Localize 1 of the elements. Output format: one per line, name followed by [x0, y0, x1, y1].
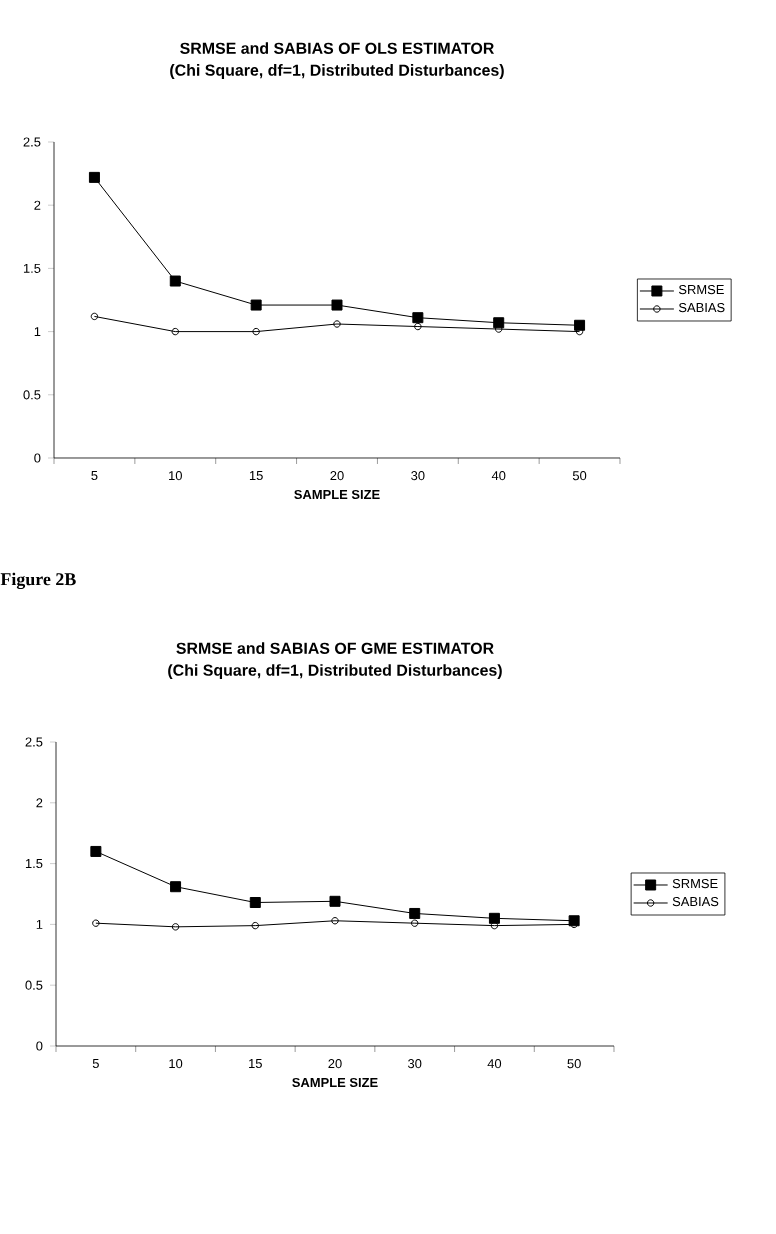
- caption: Figure 2B: [0, 572, 76, 590]
